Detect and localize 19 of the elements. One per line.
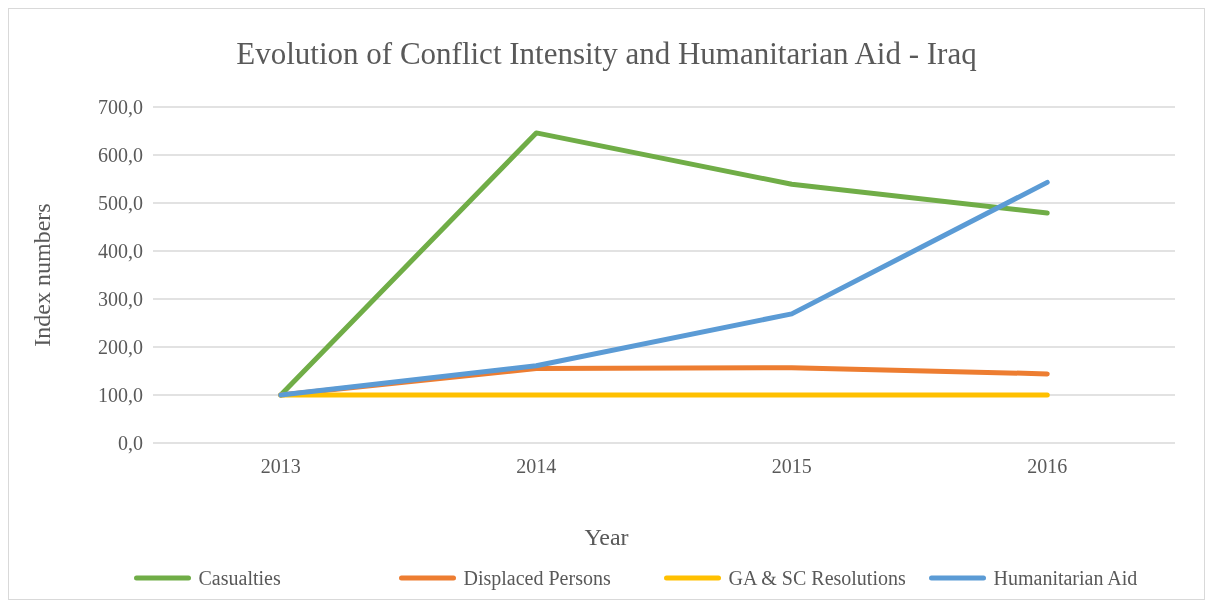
y-tick-label: 100,0 bbox=[98, 384, 143, 406]
legend-label: GA & SC Resolutions bbox=[728, 567, 906, 589]
legend-label: Casualties bbox=[198, 567, 281, 589]
y-tick-label: 500,0 bbox=[98, 192, 143, 214]
x-tick-label: 2015 bbox=[771, 455, 812, 477]
x-tick-label: 2013 bbox=[260, 455, 301, 477]
x-axis-title: Year bbox=[584, 524, 629, 550]
x-tick-label: 2016 bbox=[1027, 455, 1068, 477]
legend-label: Humanitarian Aid bbox=[993, 567, 1138, 589]
y-tick-label: 600,0 bbox=[98, 144, 143, 166]
y-tick-label: 400,0 bbox=[98, 240, 143, 262]
legend-label: Displaced Persons bbox=[463, 567, 611, 590]
y-tick-label: 300,0 bbox=[98, 288, 143, 310]
chart-title: Evolution of Conflict Intensity and Humanitarian Aid - Iraq bbox=[236, 36, 977, 71]
x-tick-label: 2014 bbox=[516, 455, 557, 477]
y-tick-label: 700,0 bbox=[98, 96, 143, 118]
y-tick-label: 200,0 bbox=[98, 336, 143, 358]
y-tick-label: 0,0 bbox=[118, 432, 143, 454]
y-axis-title: Index numbers bbox=[29, 203, 55, 347]
